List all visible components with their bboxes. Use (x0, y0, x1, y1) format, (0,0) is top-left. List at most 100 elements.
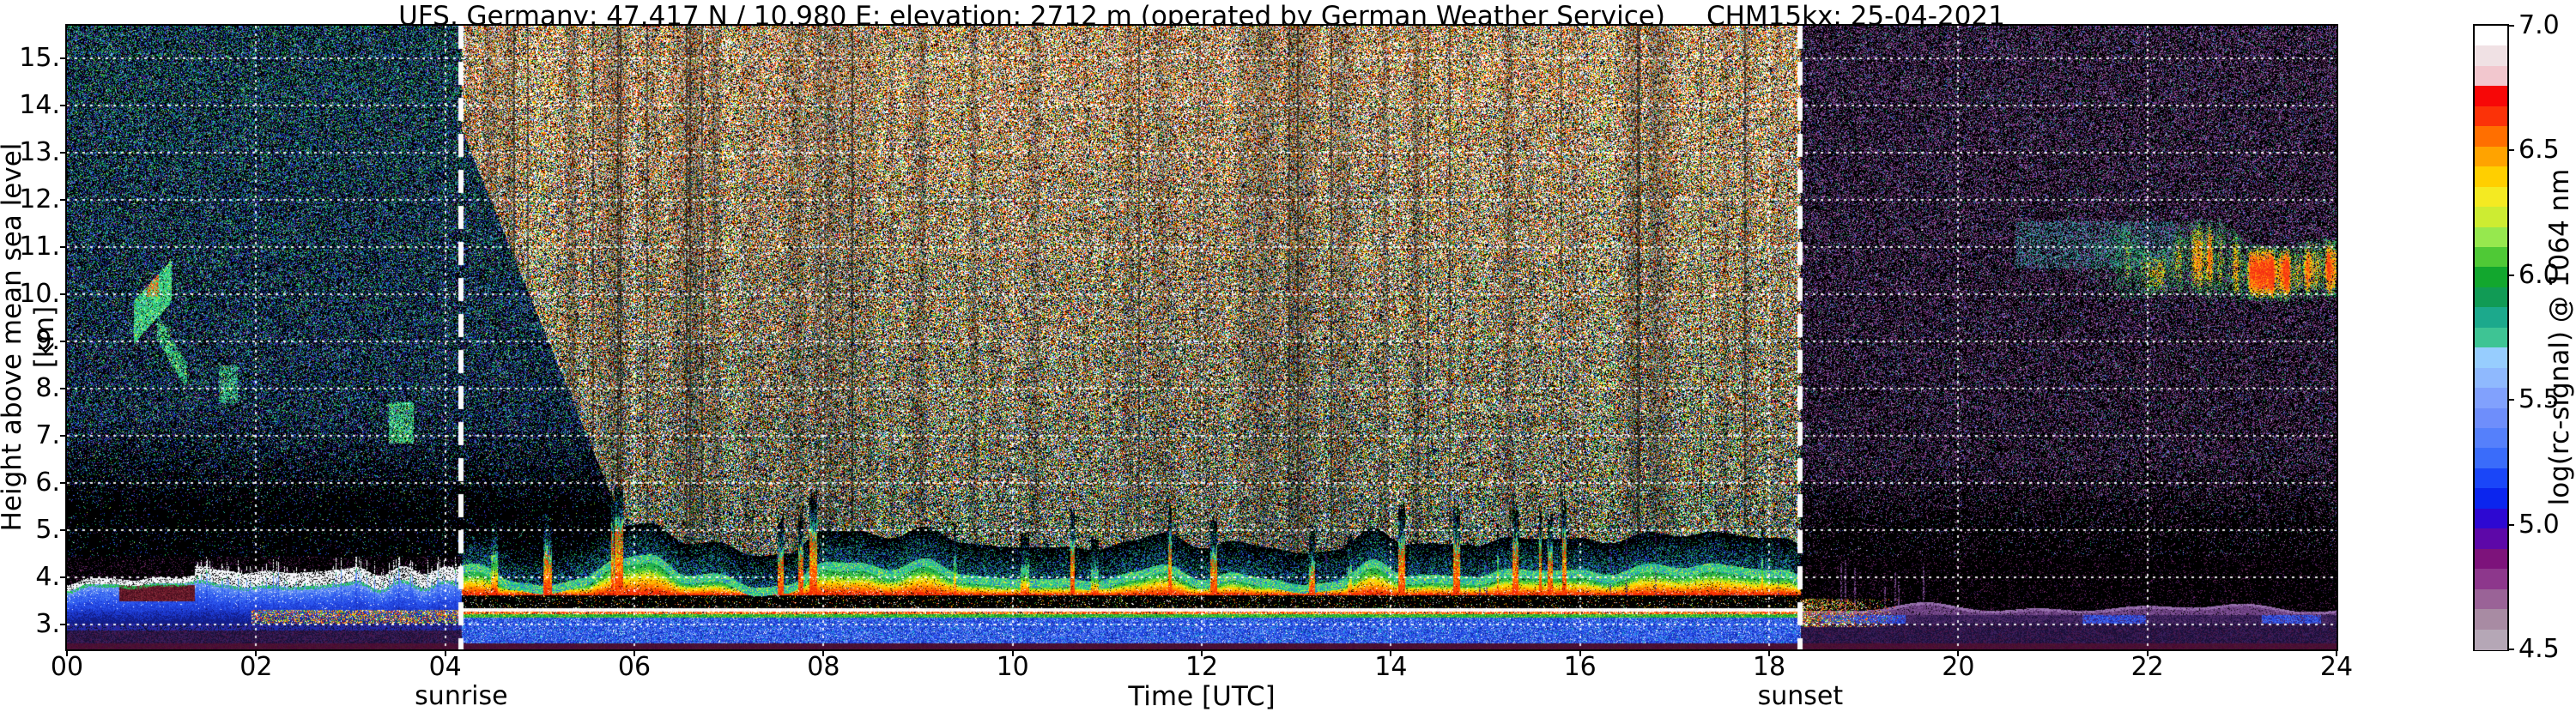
x-tick-mark (1390, 649, 1392, 656)
y-tick-mark (60, 199, 67, 202)
colorbar-segment (2475, 45, 2507, 67)
colorbar-segment (2475, 246, 2507, 269)
y-tick-mark (60, 105, 67, 106)
y-tick-label: 15. (19, 42, 60, 73)
colorbar-tick-label: 5.5 (2518, 384, 2560, 415)
colorbar-tick-label: 4.5 (2518, 634, 2560, 664)
plot-area (65, 24, 2338, 651)
colorbar-segment (2475, 106, 2507, 128)
y-tick-label: 9. (35, 326, 60, 357)
colorbar-segment (2475, 428, 2507, 450)
x-tick-label: 04 (428, 652, 462, 682)
annotation-sunset: sunset (1757, 681, 1844, 711)
colorbar-tick-label: 6.5 (2518, 135, 2560, 166)
y-tick-label: 4. (35, 562, 60, 593)
y-tick-mark (60, 57, 67, 59)
x-tick-mark (1957, 649, 1960, 656)
x-tick-mark (633, 649, 635, 656)
x-tick-mark (822, 649, 825, 656)
x-tick-label: 02 (239, 652, 273, 682)
x-tick-label: 24 (2319, 652, 2354, 682)
colorbar-tick-label: 6.0 (2518, 259, 2560, 290)
y-tick-label: 14. (19, 90, 60, 120)
colorbar-segment (2475, 26, 2507, 47)
x-tick-mark (2336, 649, 2337, 656)
y-tick-label: 8. (35, 373, 60, 404)
y-tick-label: 10. (19, 279, 60, 310)
colorbar-segment (2475, 267, 2507, 288)
x-tick-label: 22 (2131, 652, 2164, 682)
colorbar-segment (2475, 488, 2507, 510)
y-tick-label: 5. (35, 515, 60, 546)
x-tick-label: 00 (50, 652, 84, 682)
y-tick-mark (60, 482, 67, 485)
x-tick-label: 18 (1752, 652, 1786, 682)
y-tick-label: 12. (19, 184, 60, 215)
colorbar-segment (2475, 226, 2507, 248)
colorbar-segment (2475, 548, 2507, 570)
annotation-sunrise: sunrise (415, 681, 508, 711)
colorbar-segment (2475, 327, 2507, 349)
colorbar-segment (2475, 508, 2507, 530)
y-tick-mark (60, 435, 67, 437)
colorbar-segment (2475, 126, 2507, 148)
colorbar (2473, 24, 2509, 651)
colorbar-tick-mark (2507, 649, 2514, 650)
colorbar-tick-label: 7.0 (2518, 10, 2560, 40)
colorbar-segment (2475, 528, 2507, 550)
y-tick-mark (60, 341, 67, 343)
y-tick-label: 6. (35, 468, 60, 498)
colorbar-segment (2475, 388, 2507, 409)
colorbar-segment (2475, 146, 2507, 167)
y-tick-mark (60, 293, 67, 296)
colorbar-tick-label: 5.0 (2518, 509, 2560, 540)
x-tick-mark (66, 649, 68, 656)
x-tick-label: 12 (1185, 652, 1219, 682)
colorbar-segment (2475, 186, 2507, 208)
colorbar-segment (2475, 347, 2507, 369)
colorbar-label: log(rc-signal) @ 1064 nm (2544, 168, 2575, 506)
x-tick-mark (255, 649, 258, 656)
heatmap-canvas (67, 26, 2337, 649)
x-tick-mark (444, 649, 446, 656)
colorbar-segment (2475, 629, 2507, 650)
colorbar-tick-mark (2507, 399, 2514, 401)
x-tick-label: 14 (1374, 652, 1408, 682)
colorbar-tick-mark (2507, 523, 2514, 526)
x-tick-mark (1579, 649, 1581, 656)
y-tick-mark (60, 246, 67, 249)
colorbar-tick-mark (2507, 149, 2514, 152)
x-tick-mark (1768, 649, 1770, 656)
colorbar-segment (2475, 569, 2507, 590)
colorbar-segment (2475, 448, 2507, 469)
colorbar-segment (2475, 588, 2507, 610)
y-tick-label: 3. (35, 609, 60, 640)
colorbar-tick-mark (2507, 25, 2514, 27)
colorbar-segment (2475, 407, 2507, 429)
x-axis-label: Time [UTC] (1128, 681, 1276, 712)
colorbar-segment (2475, 207, 2507, 228)
x-tick-mark (1011, 649, 1014, 656)
colorbar-segment (2475, 65, 2507, 87)
y-tick-label: 7. (35, 420, 60, 451)
x-tick-mark (2146, 649, 2149, 656)
colorbar-segment (2475, 367, 2507, 389)
y-tick-mark (60, 624, 67, 626)
colorbar-segment (2475, 307, 2507, 329)
x-tick-label: 06 (617, 652, 652, 682)
colorbar-segment (2475, 609, 2507, 631)
colorbar-segment (2475, 86, 2507, 107)
colorbar-segment (2475, 468, 2507, 490)
y-tick-label: 11. (19, 232, 60, 262)
x-tick-label: 16 (1563, 652, 1597, 682)
x-tick-label: 08 (807, 652, 840, 682)
x-tick-label: 10 (996, 652, 1029, 682)
y-tick-mark (60, 388, 67, 390)
colorbar-segment (2475, 287, 2507, 309)
colorbar-tick-mark (2507, 274, 2514, 276)
x-tick-label: 20 (1942, 652, 1975, 682)
y-tick-mark (60, 576, 67, 579)
y-tick-label: 13. (19, 137, 60, 168)
colorbar-segment (2475, 166, 2507, 188)
